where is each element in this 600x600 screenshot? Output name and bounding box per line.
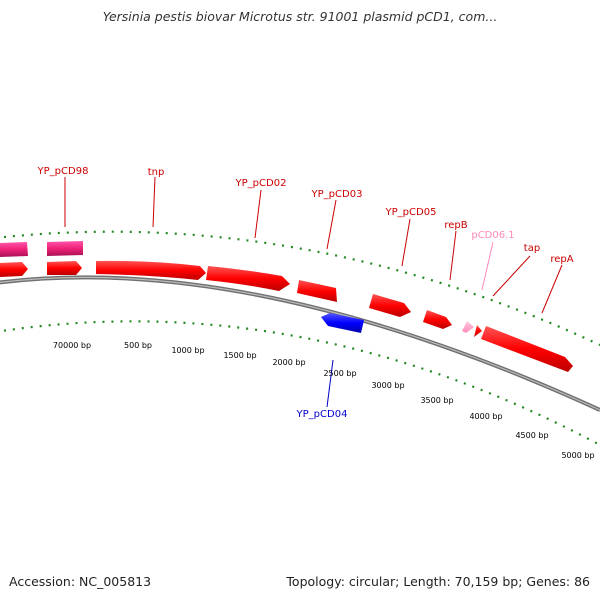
gene-tnp[interactable] [96,260,206,280]
gene-ypcd05[interactable] [369,294,411,317]
bp-label-4500: 4500 bp [515,431,548,440]
gene-label-ypcd98: YP_pCD98 [37,166,89,177]
bp-label-500: 500 bp [124,341,152,350]
gene-ypcd02[interactable] [206,266,290,291]
gene-label-repa: repA [550,254,573,265]
gene-tnp-start[interactable] [47,261,82,275]
gene-label-repb: repB [444,220,467,231]
gene-repa[interactable] [481,326,573,372]
gene-ypcd98-upper[interactable] [47,241,83,256]
gene-label-tnp: tnp [148,167,165,178]
reverse-tick-ring [0,320,600,446]
bp-label-5000: 5000 bp [561,451,594,460]
gene-ypcd04[interactable] [321,313,364,333]
gene-label-ypcd02: YP_pCD02 [235,178,287,189]
gene-repb[interactable] [423,310,452,329]
bp-label-3500: 3500 bp [420,396,453,405]
map-title: Yersinia pestis biovar Microtus str. 910… [102,9,498,24]
bp-label-2500: 2500 bp [323,369,356,378]
bp-label-1000: 1000 bp [171,346,204,355]
gene-label-pcd06-1: pCD06.1 [471,230,514,241]
gene-pcd06-1[interactable] [462,321,474,333]
gene-label-ypcd03: YP_pCD03 [311,189,363,200]
gene-label-ypcd05: YP_pCD05 [385,207,437,218]
bp-label-1500: 1500 bp [223,351,256,360]
gene-label-ypcd04: YP_pCD04 [296,409,348,420]
gene-ypcd98-upper-left[interactable] [0,242,28,257]
bp-label-70000: 70000 bp [53,341,91,350]
gene-ypcd03[interactable] [297,280,337,302]
gene-label-tap: tap [524,243,540,254]
bp-label-4000: 4000 bp [469,412,502,421]
bp-label-3000: 3000 bp [371,381,404,390]
topology-label: Topology: circular; Length: 70,159 bp; G… [286,574,590,589]
accession-label: Accession: NC_005813 [9,574,152,589]
gene-left-partial[interactable] [0,262,28,277]
bp-label-2000: 2000 bp [272,358,305,367]
gene-tap[interactable] [474,325,482,337]
